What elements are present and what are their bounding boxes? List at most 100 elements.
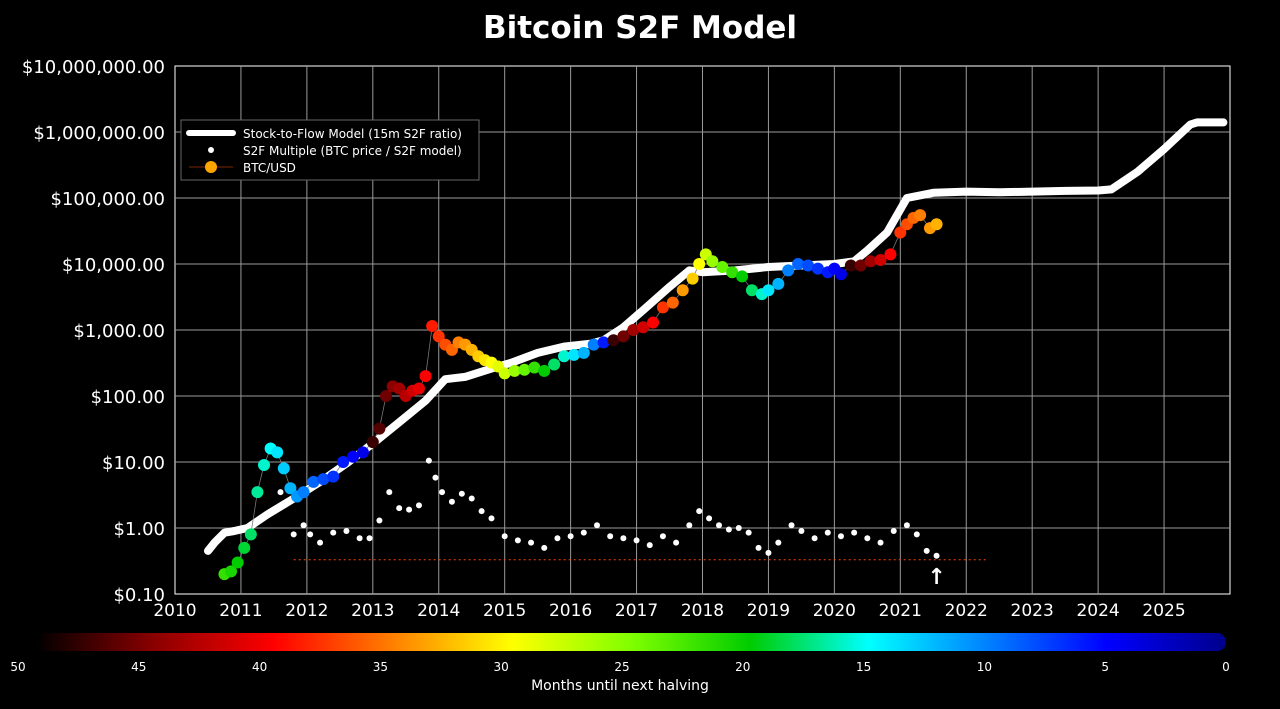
legend-entry: Stock-to-Flow Model (15m S2F ratio): [243, 127, 462, 141]
chart-title: Bitcoin S2F Model: [482, 10, 798, 46]
y-tick-label: $0.10: [113, 585, 165, 606]
y-tick-label: $10.00: [102, 453, 165, 474]
btc-price-point: [508, 364, 521, 377]
arrow-annotation: ↑: [927, 565, 945, 590]
s2f-multiple-point: [686, 522, 693, 529]
btc-price-point: [587, 338, 600, 351]
btc-price-point: [686, 272, 699, 285]
s2f-multiple-point: [300, 522, 307, 529]
btc-price-point: [380, 390, 392, 402]
x-tick-label: 2010: [153, 601, 196, 621]
s2f-multiple-point: [432, 474, 439, 481]
btc-price-point: [373, 422, 386, 435]
colorbar-label: Months until next halving: [531, 678, 709, 694]
s2f-multiple-point: [541, 544, 548, 551]
btc-price-point: [854, 259, 867, 272]
btc-price-point: [277, 462, 290, 475]
s2f-multiple-point: [735, 525, 742, 531]
btc-price-point: [726, 266, 739, 279]
btc-price-point: [297, 486, 310, 499]
x-tick-label: 2015: [483, 601, 526, 621]
btc-price-point: [762, 284, 775, 297]
btc-price-point: [356, 446, 369, 459]
s2f-multiple-point: [837, 533, 844, 540]
x-tick-label: 2021: [879, 601, 922, 621]
colorbar-tick-label: 35: [372, 660, 389, 674]
s2f-multiple-point: [514, 537, 521, 544]
s2f-multiple-point: [788, 522, 795, 529]
btc-price-point: [617, 330, 630, 343]
s2f-multiple-point: [528, 539, 535, 546]
btc-price-point: [412, 382, 425, 395]
s2f-multiple-point: [317, 539, 324, 546]
s2f-multiple-point: [580, 529, 587, 536]
s2f-multiple-point: [386, 489, 393, 496]
btc-price-point: [884, 248, 897, 261]
s2f-multiple-point: [851, 529, 858, 536]
y-tick-label: $100,000.00: [50, 189, 165, 210]
x-tick-label: 2019: [747, 601, 790, 621]
x-tick-label: 2012: [285, 601, 328, 621]
colorbar-tick-label: 5: [1101, 660, 1110, 674]
s2f-multiple-point: [330, 529, 337, 536]
s2f-multiple-point: [715, 522, 722, 529]
btc-price-point: [258, 459, 271, 472]
s2f-multiple-point: [396, 505, 403, 512]
btc-price-point: [518, 363, 531, 376]
s2f-multiple-point: [798, 528, 805, 535]
y-tick-label: $1.00: [113, 519, 165, 540]
btc-price-point: [844, 259, 857, 272]
btc-price-point: [231, 556, 244, 569]
s2f-multiple-point: [594, 522, 600, 529]
btc-price-point: [706, 255, 719, 268]
y-tick-label: $10,000.00: [62, 255, 165, 276]
s2f-multiple-point: [501, 533, 508, 540]
btc-price-point: [528, 361, 541, 374]
s2f-multiple-point: [406, 506, 413, 513]
btc-price-point: [736, 270, 749, 283]
btc-price-point: [284, 482, 297, 495]
s2f-multiple-point: [607, 533, 614, 540]
s2f-multiple-point: [448, 498, 455, 505]
s2f-multiple-point: [567, 533, 574, 540]
s2f-multiple-point: [356, 535, 363, 542]
colorbar-tick-label: 15: [855, 660, 872, 674]
x-tick-label: 2022: [945, 601, 988, 621]
colorbar-tick-label: 25: [614, 660, 630, 674]
btc-price-point: [426, 319, 439, 332]
s2f-multiple-point: [343, 528, 350, 535]
x-tick-label: 2024: [1076, 601, 1119, 621]
btc-price-point: [864, 255, 877, 268]
btc-price-point: [647, 316, 660, 329]
s2f-multiple-point: [811, 535, 818, 542]
s2f-multiple-point: [620, 535, 627, 542]
btc-price-point: [577, 346, 590, 359]
s2f-multiple-point: [376, 517, 383, 524]
s2f-multiple-point: [468, 495, 475, 502]
x-tick-label: 2018: [681, 601, 724, 621]
s2f-multiple-point: [415, 502, 422, 509]
s2f-multiple-point: [673, 539, 680, 546]
s2f-multiple-point: [425, 457, 432, 464]
s2f-multiple-point: [458, 490, 465, 497]
btc-price-point: [548, 358, 561, 371]
btc-price-point: [607, 334, 620, 347]
legend-entry: S2F Multiple (BTC price / S2F model): [243, 144, 462, 158]
x-tick-label: 2016: [549, 601, 592, 621]
btc-price-point: [558, 350, 571, 363]
x-tick-label: 2013: [351, 601, 394, 621]
colorbar-tick-label: 30: [493, 660, 509, 674]
btc-price-point: [834, 268, 847, 281]
btc-price-point: [498, 367, 511, 380]
s2f-multiple-point: [277, 489, 284, 496]
btc-price-point: [914, 209, 927, 222]
y-tick-label: $1,000.00: [73, 321, 165, 342]
btc-price-point: [637, 321, 650, 334]
btc-price-point: [347, 450, 360, 463]
btc-price-point: [874, 253, 887, 266]
btc-price-point: [327, 470, 340, 483]
s2f-multiple-point: [633, 537, 640, 544]
x-tick-label: 2023: [1011, 601, 1054, 621]
btc-price-point: [244, 528, 257, 541]
x-tick-label: 2020: [813, 601, 856, 621]
